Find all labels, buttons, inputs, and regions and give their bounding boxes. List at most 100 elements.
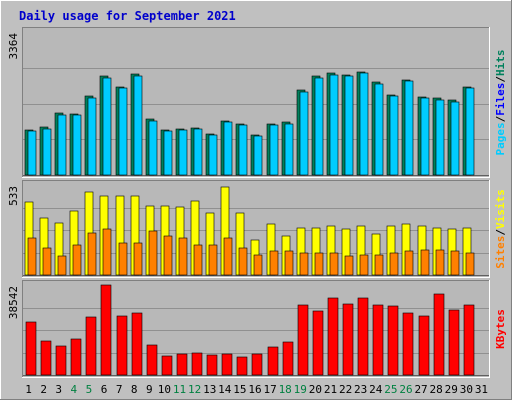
legend-visits: Visits <box>494 189 507 229</box>
panel-kbytes-bar-kbytes <box>402 312 414 376</box>
legend-hits: Hits <box>494 50 507 77</box>
legend-separator: / <box>494 229 507 236</box>
panel-sites-visits-bar-sites <box>238 247 248 276</box>
panel-sites-visits-bar-sites <box>72 244 82 276</box>
panel-sites-visits-bar-sites <box>118 242 128 276</box>
panel-hits-files-bar-files <box>404 80 414 176</box>
panel-kbytes-bar-kbytes <box>25 321 37 376</box>
panel-sites-visits-bar-sites <box>314 252 324 276</box>
panel-kbytes-bar-kbytes <box>372 304 384 376</box>
panel-sites-visits-bar-sites <box>163 235 173 276</box>
panel-sites-visits-bar-sites <box>87 232 97 276</box>
panel-hits-files-bar-files <box>253 135 263 176</box>
panel-kbytes-bar-kbytes <box>131 312 143 376</box>
panel-hits-files-bar-files <box>223 121 233 176</box>
panel-kbytes-bar-kbytes <box>418 315 430 376</box>
panel-hits-files-bar-files <box>465 87 475 176</box>
panel-hits-files-bar-files <box>314 77 324 176</box>
panel-hits-files-bar-files <box>389 95 399 176</box>
panel-sites-visits-bar-sites <box>269 250 279 276</box>
day-label: 22 <box>339 383 352 396</box>
panel-sites-visits-bar-sites <box>42 247 52 276</box>
panel-hits-files-bar-files <box>193 128 203 176</box>
panel-sites-visits-bar-sites <box>102 228 112 276</box>
panel-sites-visits-bar-sites <box>223 237 233 276</box>
panel-hits-files-bar-files <box>133 75 143 176</box>
legend-kbytes: KBytes <box>494 309 507 349</box>
panel-sites-visits-bar-sites <box>344 255 354 276</box>
panel-sites-visits-bar-sites <box>178 237 188 276</box>
panel-hits-files-bar-files <box>118 87 128 176</box>
panel-hits-files-bar-files <box>450 101 460 176</box>
day-label: 20 <box>309 383 322 396</box>
panel-kbytes-bar-kbytes <box>282 341 294 376</box>
panel-sites-visits-bar-sites <box>359 254 369 276</box>
panel-hits-files-bar-files <box>163 130 173 176</box>
day-label: 18 <box>279 383 292 396</box>
panel-kbytes-bar-kbytes <box>55 345 67 376</box>
legend-pages: Pages <box>494 122 507 155</box>
panel-sites-visits-bar-sites <box>329 252 339 276</box>
legend-separator: / <box>494 76 507 83</box>
panel-sites-visits-bar-sites <box>284 250 294 276</box>
panel-sites-visits-bar-sites <box>253 254 263 276</box>
panel-kbytes-bar-kbytes <box>327 297 339 376</box>
panel-sites-visits-bar-sites <box>57 255 67 276</box>
panel-kbytes-legend: KBytes <box>494 309 507 349</box>
panel-kbytes-bar-kbytes <box>191 352 203 376</box>
panel-kbytes-bar-kbytes <box>433 293 445 376</box>
day-label: 31 <box>475 383 488 396</box>
panel-sites-visits-max-label: 533 <box>7 186 20 206</box>
panel-hits-files-bar-files <box>344 75 354 176</box>
panel-kbytes-max-label: 38542 <box>7 286 20 319</box>
panel-hits-files-bar-files <box>269 124 279 176</box>
day-label: 5 <box>86 383 93 396</box>
day-label: 3 <box>55 383 62 396</box>
day-label: 4 <box>71 383 78 396</box>
panel-kbytes-bar-kbytes <box>176 353 188 376</box>
panel-kbytes-bar-kbytes <box>267 346 279 376</box>
panel-sites-visits-bar-sites <box>374 254 384 276</box>
panel-kbytes-bar-kbytes <box>100 284 112 376</box>
panel-sites-visits-bar-sites <box>27 237 37 276</box>
panel-kbytes-bar-kbytes <box>70 338 82 376</box>
panel-hits-files-bar-files <box>87 97 97 176</box>
day-label: 23 <box>354 383 367 396</box>
day-label: 12 <box>188 383 201 396</box>
panel-hits-files-bar-files <box>359 72 369 176</box>
panel-hits-files-bar-files <box>148 120 158 176</box>
day-label: 8 <box>131 383 138 396</box>
panel-sites-visits-bar-sites <box>435 249 445 276</box>
legend-files: Files <box>494 83 507 116</box>
day-label: 16 <box>248 383 261 396</box>
day-label: 6 <box>101 383 108 396</box>
panel-hits-files-bar-files <box>284 123 294 176</box>
panel-hits-files-bar-files <box>208 134 218 176</box>
panel-hits-files-bar-files <box>57 114 67 176</box>
day-label: 9 <box>146 383 153 396</box>
panel-sites-visits-bar-sites <box>404 250 414 276</box>
day-label: 27 <box>414 383 427 396</box>
day-label: 28 <box>430 383 443 396</box>
panel-kbytes-bar-kbytes <box>297 304 309 376</box>
legend-separator: / <box>494 115 507 122</box>
panel-sites-visits-bar-sites <box>420 249 430 276</box>
panel-kbytes-bar-kbytes <box>85 316 97 376</box>
panel-kbytes-bar-kbytes <box>251 353 263 376</box>
panel-kbytes-bar-kbytes <box>463 304 475 376</box>
panel-kbytes-bar-kbytes <box>206 354 218 376</box>
panel-sites-visits-bar-sites <box>389 252 399 276</box>
panel-sites-visits-legend: Sites/Visits <box>494 189 507 269</box>
panel-kbytes-bar-kbytes <box>236 356 248 376</box>
panel-hits-files-bar-files <box>374 83 384 176</box>
panel-sites-visits-bar-sites <box>148 230 158 276</box>
panel-hits-files-bar-files <box>42 128 52 176</box>
panel-sites-visits-bar-sites <box>193 244 203 276</box>
panel-kbytes-bar-kbytes <box>387 305 399 376</box>
day-label: 10 <box>158 383 171 396</box>
day-label: 11 <box>173 383 186 396</box>
panel-kbytes-bar-kbytes <box>161 355 173 376</box>
panel-kbytes-bar-kbytes <box>312 310 324 376</box>
day-label: 26 <box>399 383 412 396</box>
